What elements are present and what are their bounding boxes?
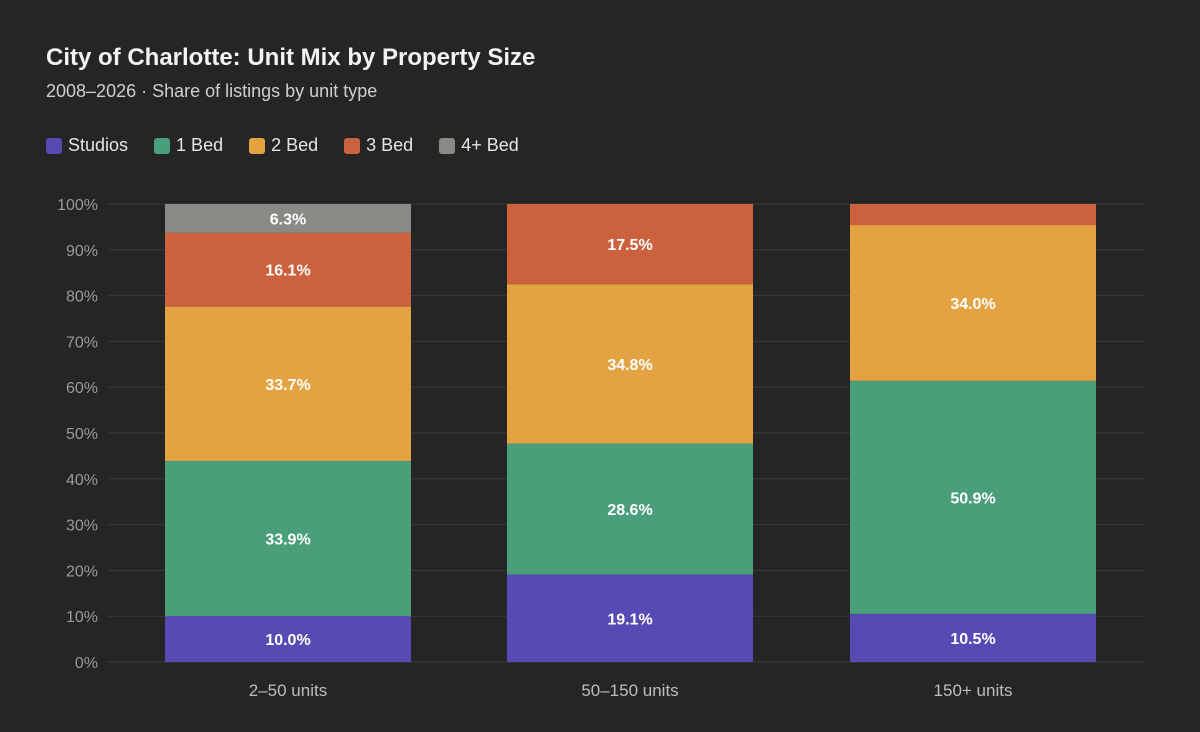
data-label: 28.6% bbox=[607, 502, 652, 519]
data-label: 17.5% bbox=[607, 237, 652, 254]
legend-label-studios: Studios bbox=[68, 135, 129, 155]
chart-subtitle: 2008–2026 · Share of listings by unit ty… bbox=[46, 81, 378, 101]
bar-segment bbox=[850, 204, 1096, 226]
bar-segment bbox=[165, 306, 411, 461]
bar-segment bbox=[507, 443, 753, 575]
chart-title: City of Charlotte: Unit Mix by Property … bbox=[46, 44, 536, 71]
legend-item-1-bed[interactable]: 1 Bed bbox=[154, 135, 223, 156]
bar-segment bbox=[165, 616, 411, 662]
legend-label-4-plus-bed: 4+ Bed bbox=[461, 135, 519, 155]
y-tick-label: 40% bbox=[66, 472, 98, 489]
legend-item-3-bed[interactable]: 3 Bed bbox=[344, 135, 413, 156]
data-label: 16.1% bbox=[265, 263, 310, 280]
y-tick-label: 10% bbox=[66, 609, 98, 626]
bar-segment bbox=[850, 380, 1096, 614]
y-tick-label: 90% bbox=[66, 243, 98, 260]
bar-segment bbox=[850, 225, 1096, 381]
y-tick-label: 20% bbox=[66, 563, 98, 580]
bar-segment bbox=[507, 204, 753, 285]
x-tick-label: 150+ units bbox=[934, 681, 1013, 700]
data-label: 33.7% bbox=[265, 377, 310, 394]
legend-swatch-4-plus-bed bbox=[439, 137, 456, 154]
data-label: 33.9% bbox=[265, 532, 310, 549]
y-tick-label: 30% bbox=[66, 518, 98, 535]
y-tick-label: 60% bbox=[66, 380, 98, 397]
data-label: 19.1% bbox=[607, 611, 652, 628]
legend-swatch-1-bed bbox=[154, 137, 171, 154]
bar-segment bbox=[165, 460, 411, 617]
y-tick-label: 50% bbox=[66, 426, 98, 443]
legend-item-4-plus-bed[interactable]: 4+ Bed bbox=[439, 135, 519, 156]
bar-segment bbox=[165, 204, 411, 233]
y-tick-label: 100% bbox=[57, 197, 98, 214]
bar-segment bbox=[165, 232, 411, 307]
data-label: 34.0% bbox=[950, 296, 995, 313]
legend-label-1-bed: 1 Bed bbox=[176, 135, 224, 155]
y-tick-label: 0% bbox=[75, 655, 98, 672]
bar-segment bbox=[507, 284, 753, 444]
data-label: 10.0% bbox=[265, 632, 310, 649]
data-label: 50.9% bbox=[950, 490, 995, 507]
legend-label-2-bed: 2 Bed bbox=[271, 135, 319, 155]
data-label: 34.8% bbox=[607, 357, 652, 374]
legend-swatch-studios bbox=[46, 137, 62, 154]
legend-label-3-bed: 3 Bed bbox=[366, 135, 414, 155]
legend-item-2-bed[interactable]: 2 Bed bbox=[249, 135, 318, 156]
bar-segment bbox=[850, 613, 1096, 662]
legend-item-studios[interactable]: Studios bbox=[46, 135, 128, 156]
data-label: 6.3% bbox=[270, 211, 306, 228]
legend-swatch-2-bed bbox=[249, 137, 266, 154]
y-tick-label: 80% bbox=[66, 289, 98, 306]
x-tick-label: 2–50 units bbox=[249, 681, 327, 700]
x-tick-label: 50–150 units bbox=[581, 681, 678, 700]
data-label: 10.5% bbox=[950, 631, 995, 648]
legend-swatch-3-bed bbox=[344, 137, 361, 154]
y-tick-label: 70% bbox=[66, 334, 98, 351]
chart-legend: Studios 1 Bed 2 Bed 3 Bed 4+ Bed bbox=[46, 135, 545, 156]
bar-segment bbox=[507, 574, 753, 662]
